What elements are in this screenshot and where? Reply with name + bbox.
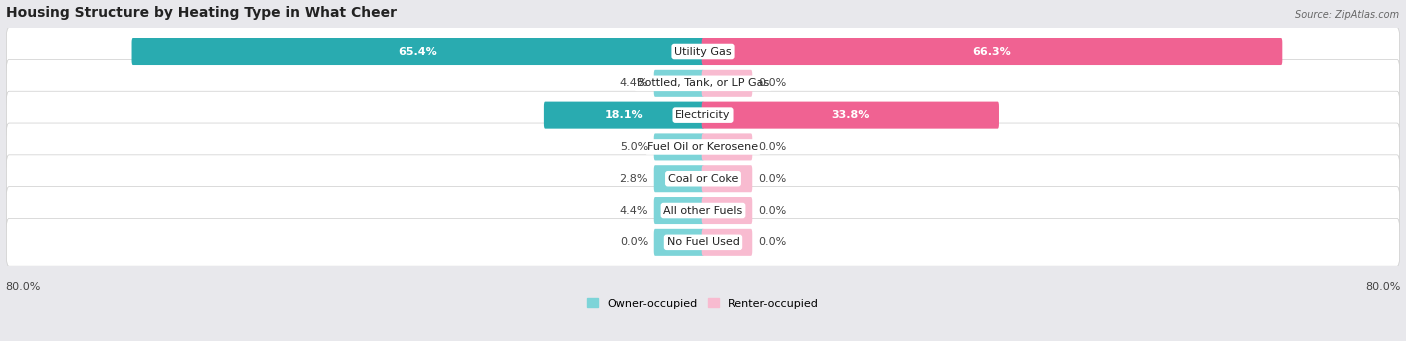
FancyBboxPatch shape <box>702 70 752 97</box>
FancyBboxPatch shape <box>7 123 1399 171</box>
Text: 0.0%: 0.0% <box>758 142 786 152</box>
FancyBboxPatch shape <box>702 38 1282 65</box>
FancyBboxPatch shape <box>702 165 752 192</box>
Text: Bottled, Tank, or LP Gas: Bottled, Tank, or LP Gas <box>637 78 769 88</box>
FancyBboxPatch shape <box>654 197 704 224</box>
FancyBboxPatch shape <box>7 59 1399 107</box>
Text: Coal or Coke: Coal or Coke <box>668 174 738 184</box>
FancyBboxPatch shape <box>654 165 704 192</box>
Text: 0.0%: 0.0% <box>758 78 786 88</box>
Text: Housing Structure by Heating Type in What Cheer: Housing Structure by Heating Type in Wha… <box>6 5 396 19</box>
Text: 4.4%: 4.4% <box>620 78 648 88</box>
Text: 0.0%: 0.0% <box>758 206 786 216</box>
Text: Source: ZipAtlas.com: Source: ZipAtlas.com <box>1295 10 1399 20</box>
FancyBboxPatch shape <box>7 187 1399 234</box>
Text: 0.0%: 0.0% <box>758 174 786 184</box>
Text: 65.4%: 65.4% <box>398 46 437 57</box>
FancyBboxPatch shape <box>702 133 752 161</box>
FancyBboxPatch shape <box>7 28 1399 75</box>
FancyBboxPatch shape <box>702 229 752 256</box>
Text: 0.0%: 0.0% <box>620 237 648 247</box>
Text: 0.0%: 0.0% <box>758 237 786 247</box>
FancyBboxPatch shape <box>654 229 704 256</box>
Text: 4.4%: 4.4% <box>620 206 648 216</box>
FancyBboxPatch shape <box>654 133 704 161</box>
Text: 2.8%: 2.8% <box>620 174 648 184</box>
FancyBboxPatch shape <box>132 38 704 65</box>
FancyBboxPatch shape <box>7 91 1399 139</box>
FancyBboxPatch shape <box>7 155 1399 203</box>
Text: 5.0%: 5.0% <box>620 142 648 152</box>
Text: 66.3%: 66.3% <box>973 46 1011 57</box>
Text: All other Fuels: All other Fuels <box>664 206 742 216</box>
FancyBboxPatch shape <box>7 219 1399 266</box>
Text: Utility Gas: Utility Gas <box>675 46 731 57</box>
Text: 80.0%: 80.0% <box>6 282 41 292</box>
Text: No Fuel Used: No Fuel Used <box>666 237 740 247</box>
Text: Fuel Oil or Kerosene: Fuel Oil or Kerosene <box>647 142 759 152</box>
Text: 80.0%: 80.0% <box>1365 282 1400 292</box>
FancyBboxPatch shape <box>544 102 704 129</box>
Legend: Owner-occupied, Renter-occupied: Owner-occupied, Renter-occupied <box>582 294 824 313</box>
FancyBboxPatch shape <box>702 197 752 224</box>
Text: Electricity: Electricity <box>675 110 731 120</box>
Text: 33.8%: 33.8% <box>831 110 869 120</box>
Text: 18.1%: 18.1% <box>605 110 644 120</box>
FancyBboxPatch shape <box>702 102 1000 129</box>
FancyBboxPatch shape <box>654 70 704 97</box>
